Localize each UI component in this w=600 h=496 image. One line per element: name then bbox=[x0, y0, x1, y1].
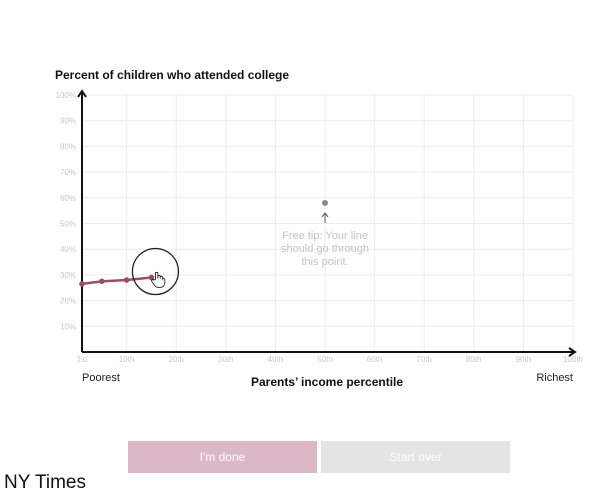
hint-point bbox=[322, 199, 329, 206]
y-tick-label: 100% bbox=[56, 91, 76, 100]
series-point bbox=[123, 277, 130, 283]
x-tick-label: 60th bbox=[367, 355, 383, 364]
x-axis-ticks: 1st 10th 20th 30th 40th 50th 60th 70th 80th 90th 1… bbox=[77, 355, 583, 364]
tip-line-3: this point. bbox=[301, 256, 348, 268]
tip-line-2: should go through bbox=[281, 243, 369, 255]
y-tick-label: 80% bbox=[60, 142, 76, 151]
x-tick-label: 80th bbox=[466, 355, 482, 364]
y-tick-label: 30% bbox=[60, 271, 76, 280]
x-tick-label: 50th bbox=[317, 355, 333, 364]
chart[interactable]: 10% 20% 30% 40% 50% 60% 70% 80% 90% 100% 1st 10th 2… bbox=[0, 0, 600, 440]
drag-handle[interactable] bbox=[131, 247, 180, 296]
hand-cursor-icon bbox=[151, 271, 166, 288]
x-tick-label: 70th bbox=[416, 355, 432, 364]
x-tick-label: 90th bbox=[516, 355, 532, 364]
y-tick-label: 50% bbox=[60, 220, 76, 229]
x-axis-arrow bbox=[568, 347, 577, 357]
series-line bbox=[81, 276, 152, 286]
x-tick-label: 10th bbox=[119, 355, 135, 364]
poorest-label: Poorest bbox=[82, 372, 120, 384]
series-point bbox=[79, 281, 85, 287]
x-tick-label: 100th bbox=[563, 355, 583, 364]
chart-grid bbox=[82, 94, 574, 352]
y-axis-arrow bbox=[77, 89, 87, 98]
series-point bbox=[148, 274, 155, 281]
series-point bbox=[99, 278, 105, 285]
x-tick-label: 40th bbox=[268, 355, 284, 364]
x-axis-title: Parents’ income percentile bbox=[251, 375, 403, 389]
y-tick-label: 90% bbox=[60, 117, 76, 126]
source-credit: NY Times bbox=[4, 472, 87, 493]
y-tick-label: 70% bbox=[60, 168, 76, 177]
y-tick-label: 60% bbox=[60, 194, 76, 203]
richest-label: Richest bbox=[536, 372, 573, 384]
im-done-button[interactable]: I'm done bbox=[128, 441, 317, 473]
up-arrow-icon bbox=[321, 212, 329, 223]
y-axis-ticks: 10% 20% 30% 40% 50% 60% 70% 80% 90% 100% bbox=[56, 91, 76, 331]
x-tick-label: 20th bbox=[168, 355, 184, 364]
y-tick-label: 10% bbox=[60, 322, 76, 331]
y-axis-title: Percent of children who attended college bbox=[55, 68, 289, 82]
drawn-line-series[interactable] bbox=[79, 274, 155, 287]
y-tick-label: 20% bbox=[60, 297, 76, 306]
x-tick-label: 1st bbox=[77, 355, 88, 364]
start-over-button[interactable]: Start over bbox=[321, 441, 510, 473]
tip-line-1: Free tip: Your line bbox=[282, 230, 368, 242]
x-tick-label: 30th bbox=[218, 355, 234, 364]
y-tick-label: 40% bbox=[60, 245, 76, 254]
